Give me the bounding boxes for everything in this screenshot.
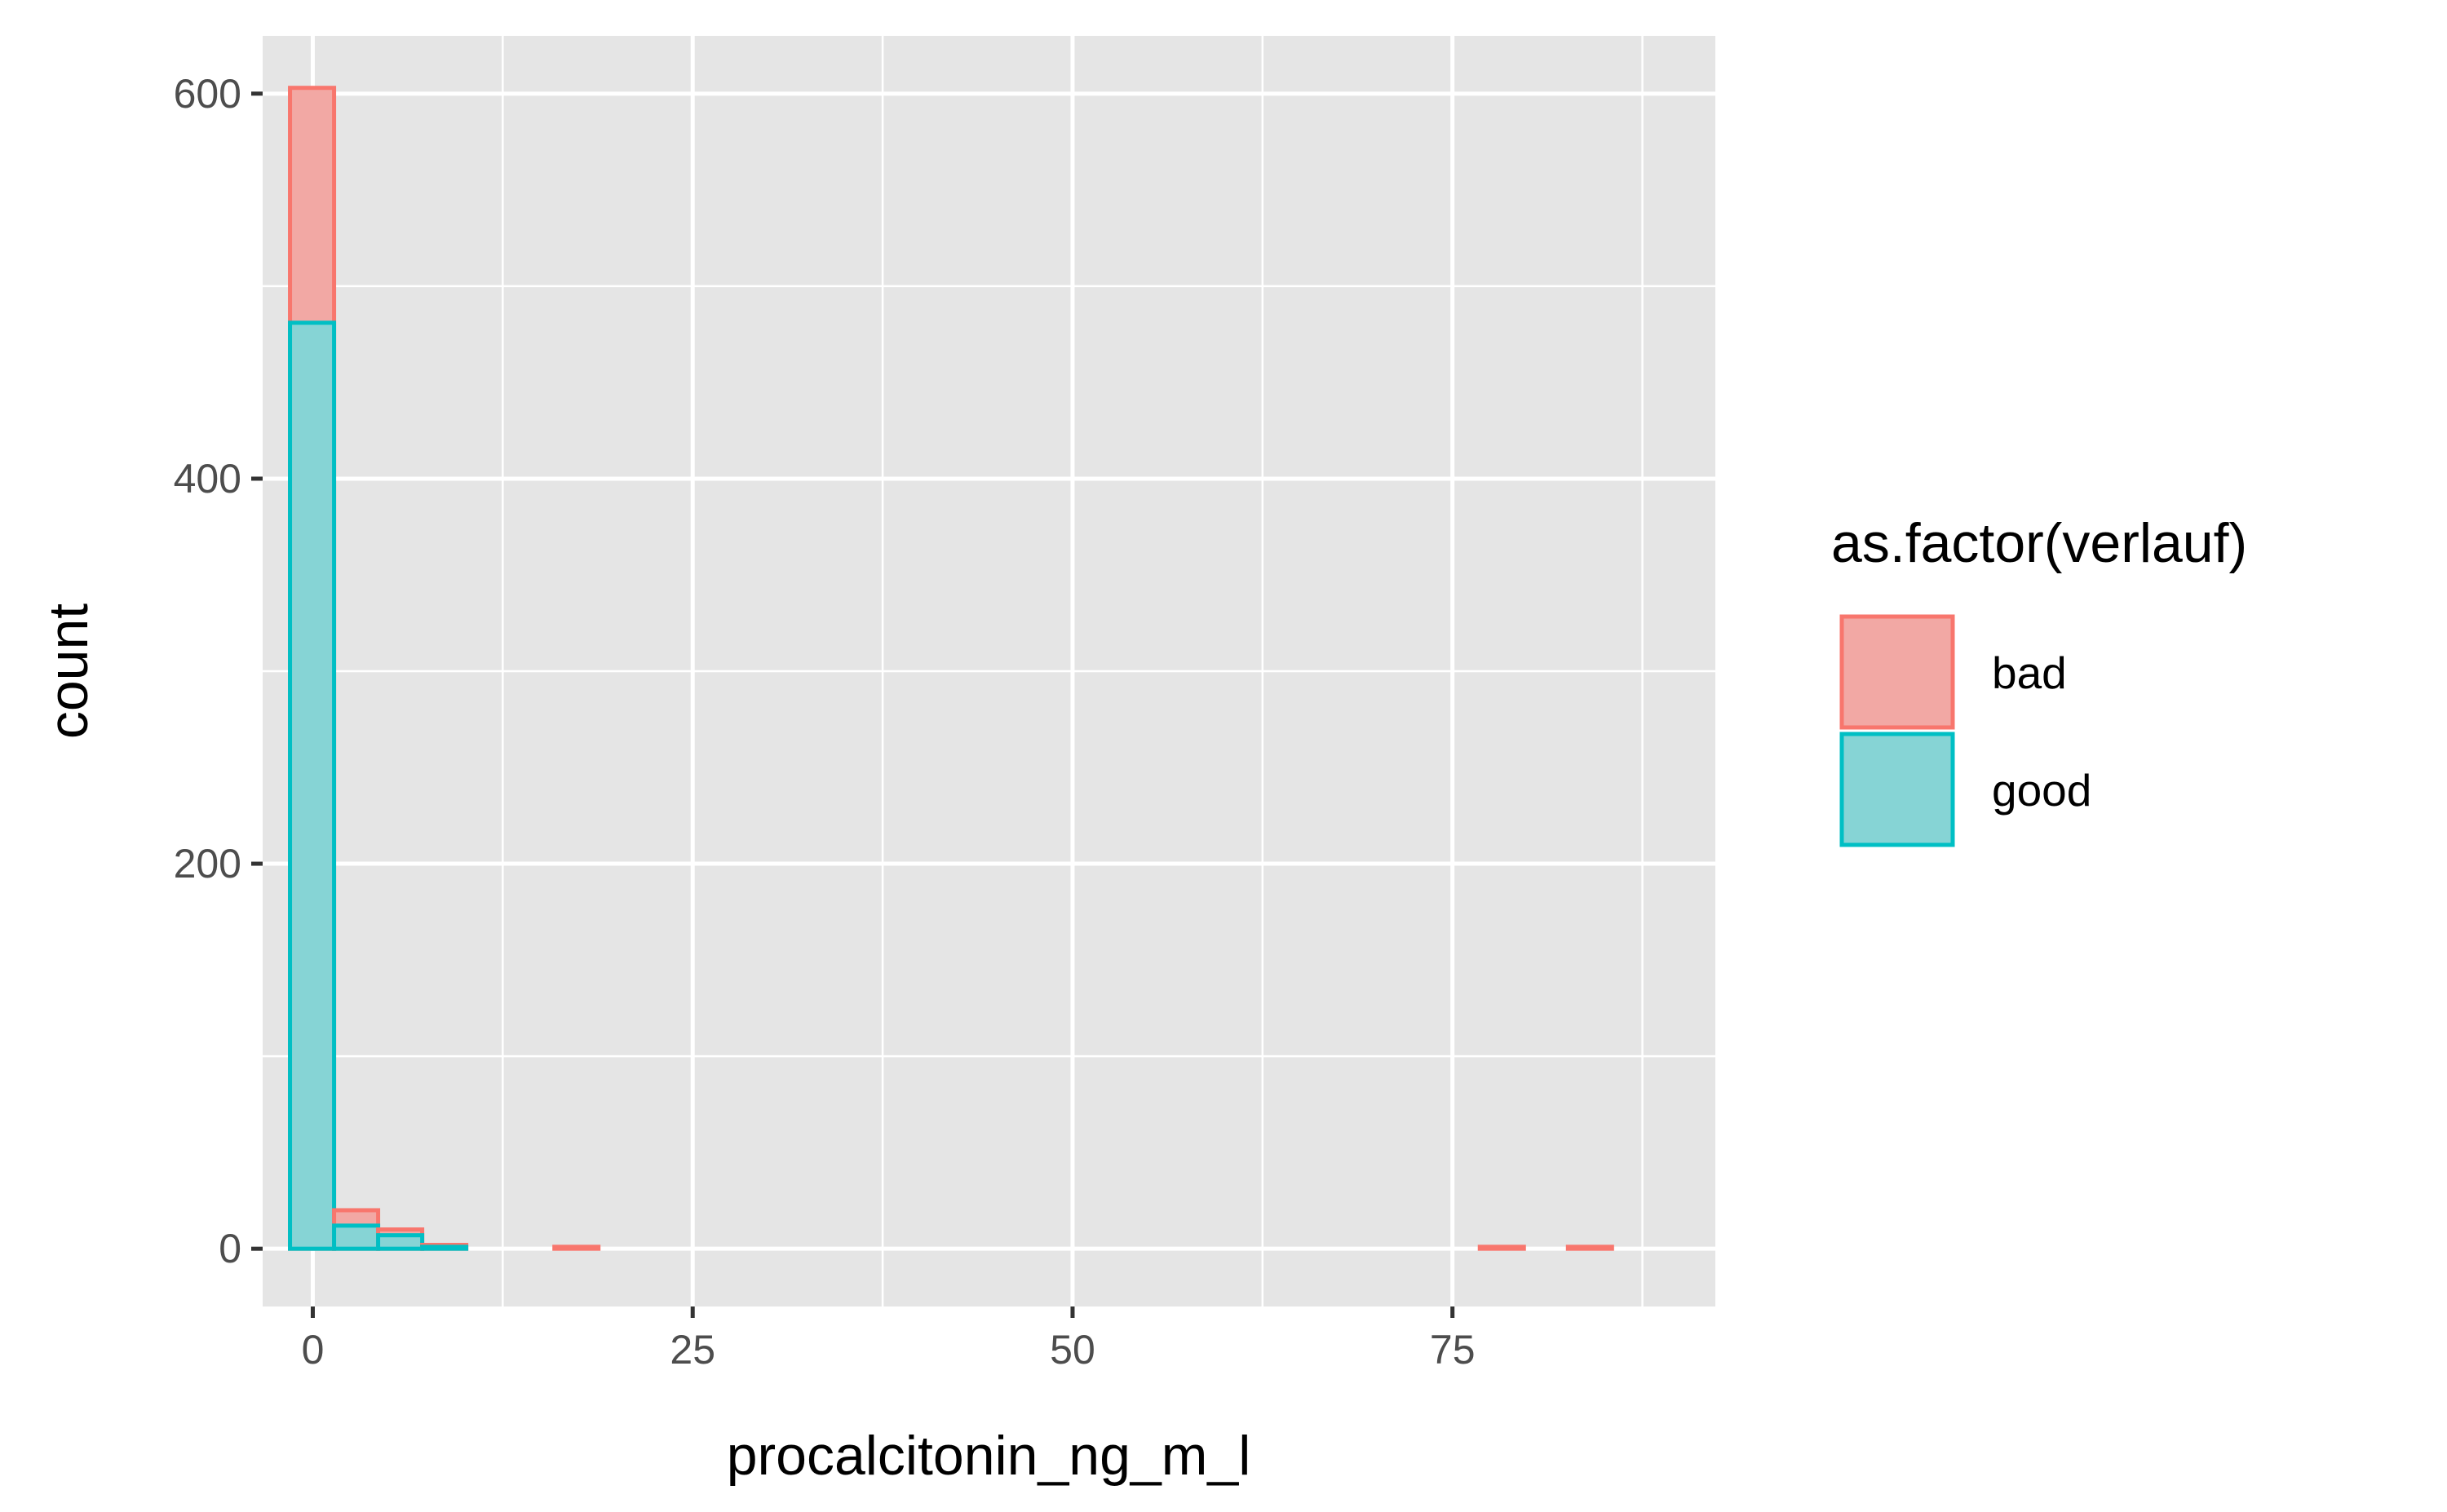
legend: as.factor(verlauf) bad good — [1831, 512, 2247, 847]
x-tick-label: 50 — [1050, 1327, 1095, 1373]
bar-bad — [1477, 1245, 1526, 1251]
bar-good — [420, 1245, 469, 1251]
y-axis-title: count — [38, 603, 100, 739]
legend-label-bad: bad — [1992, 648, 2067, 698]
y-tick-label: 0 — [219, 1226, 241, 1271]
x-tick-label: 25 — [670, 1327, 715, 1373]
y-tick-label: 200 — [174, 841, 241, 886]
bar-bad — [1565, 1245, 1614, 1251]
x-tick-label: 75 — [1430, 1327, 1476, 1373]
legend-title: as.factor(verlauf) — [1831, 512, 2247, 574]
x-axis-title: procalcitonin_ng_m_l — [727, 1425, 1251, 1487]
y-tick-label: 600 — [174, 71, 241, 117]
x-tick-label: 0 — [302, 1327, 325, 1373]
legend-key-good — [1839, 732, 1955, 847]
bar-good — [332, 1223, 381, 1251]
bar-good — [288, 321, 337, 1251]
axes: 0 25 50 75 0 200 400 600 — [174, 71, 1476, 1373]
minor-gridlines — [263, 36, 1715, 1306]
y-tick-label: 400 — [174, 456, 241, 502]
bar-good — [376, 1233, 425, 1251]
legend-key-bad — [1839, 614, 1955, 730]
bar-bad — [552, 1245, 601, 1251]
histogram-bars — [288, 86, 1614, 1251]
legend-label-good: good — [1992, 765, 2091, 816]
